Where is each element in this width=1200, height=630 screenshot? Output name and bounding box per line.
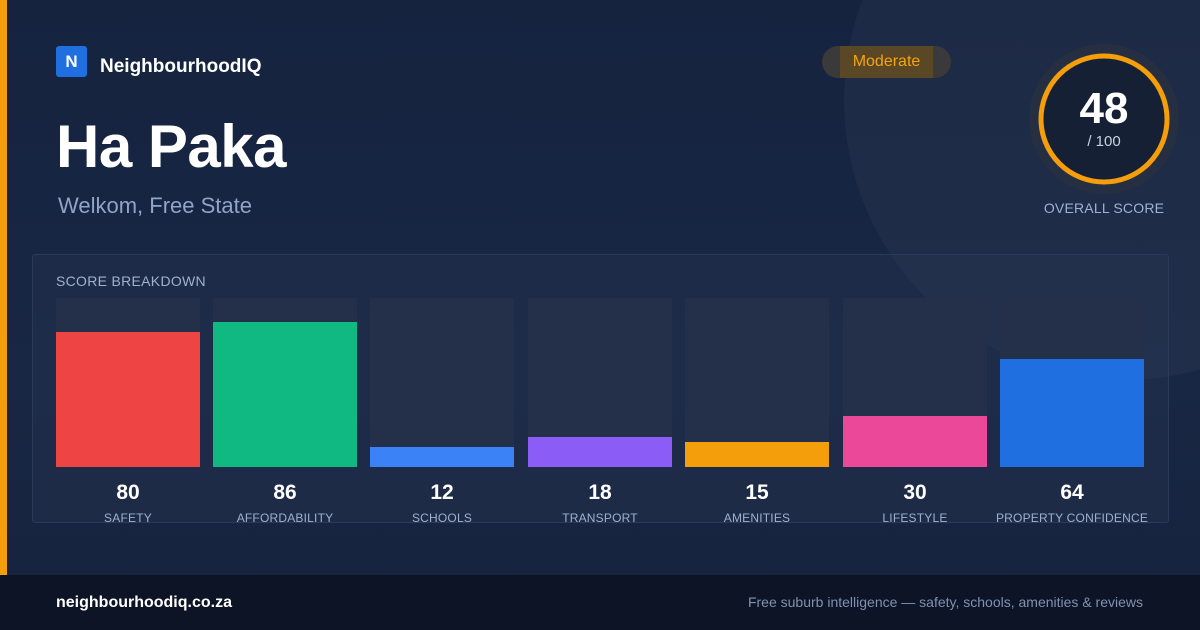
score-label: AFFORDABILITY: [236, 511, 334, 525]
score-label: SCHOOLS: [411, 511, 473, 525]
score-label: PROPERTY CONFIDENCE: [995, 511, 1149, 525]
score-breakdown-panel: SCORE BREAKDOWN 80 SAFETY 86 AFFORDABILI…: [32, 254, 1169, 525]
score-value: 86: [273, 481, 297, 504]
brand-logo-icon: N: [56, 46, 87, 77]
rating-badge-label: Moderate: [852, 53, 921, 70]
score-bar-fill: [1000, 359, 1144, 467]
score-value: 64: [1060, 481, 1084, 504]
score-value: 12: [430, 481, 454, 504]
overall-score-max: / 100: [1087, 133, 1121, 150]
score-ring-icon: [1029, 44, 1179, 194]
suburb-title: Ha Paka: [56, 113, 287, 180]
overall-score-value: 48: [1079, 84, 1129, 133]
score-bar-track: [370, 298, 514, 467]
score-value: 80: [116, 481, 140, 504]
score-bar-track: [213, 298, 357, 467]
score-bar-fill: [370, 447, 514, 467]
score-value: 15: [745, 481, 769, 504]
suburb-location: Welkom, Free State: [58, 193, 252, 218]
accent-bar: [0, 0, 7, 575]
score-bar-fill: [213, 322, 357, 467]
score-label: SAFETY: [104, 511, 152, 525]
score-bar-fill: [56, 332, 200, 467]
score-bar-track: [685, 298, 829, 467]
overall-score-caption: OVERALL SCORE: [1043, 200, 1165, 216]
score-bar-fill: [685, 442, 829, 467]
score-bar-track: [56, 298, 200, 467]
score-breakdown-title: SCORE BREAKDOWN: [56, 273, 206, 289]
score-label: AMENITIES: [723, 511, 791, 525]
score-bar-fill: [528, 437, 672, 467]
brand-name: NeighbourhoodIQ: [100, 55, 262, 77]
score-bar-fill: [843, 416, 987, 467]
footer: neighbourhoodiq.co.za Free suburb intell…: [0, 575, 1200, 630]
score-value: 18: [588, 481, 612, 504]
score-bar-track: [843, 298, 987, 467]
rating-badge: Moderate: [822, 46, 951, 78]
score-bar-track: [528, 298, 672, 467]
footer-tagline: Free suburb intelligence — safety, schoo…: [747, 594, 1143, 610]
score-value: 30: [903, 481, 927, 504]
score-label: LIFESTYLE: [882, 511, 948, 525]
footer-url-link[interactable]: neighbourhoodiq.co.za: [56, 594, 232, 611]
score-bar-track: [1000, 298, 1144, 467]
brand: N NeighbourhoodIQ: [56, 46, 261, 77]
score-label: TRANSPORT: [562, 511, 638, 525]
overall-score-ring: 48 / 100: [1029, 44, 1179, 194]
